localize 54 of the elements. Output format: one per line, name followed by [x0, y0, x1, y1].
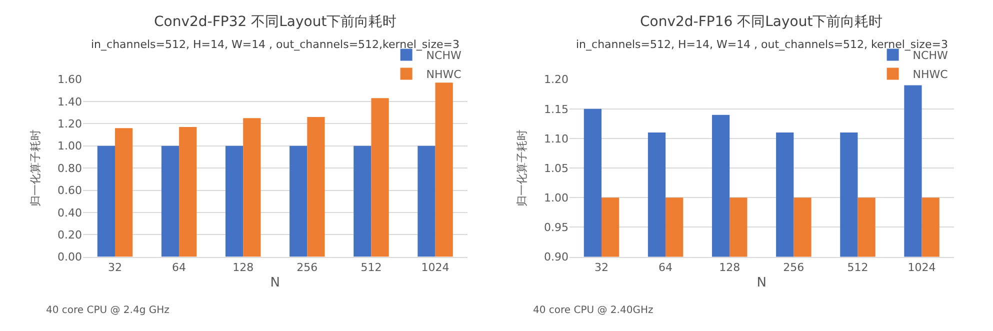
x-tick-label: 256: [783, 261, 804, 274]
x-tick-label: 512: [360, 261, 382, 274]
x-axis-title: N: [270, 276, 280, 291]
bar: [435, 82, 453, 257]
y-tick-label: 1.20: [544, 73, 568, 86]
x-tick-label: 256: [296, 261, 318, 274]
x-tick-label: 32: [108, 261, 122, 274]
x-tick-label: 1024: [421, 261, 450, 274]
legend-label: NCHW: [426, 49, 462, 62]
x-tick-label: 64: [172, 261, 186, 274]
bar: [243, 118, 261, 257]
y-tick-label: 1.15: [544, 102, 568, 116]
bar: [354, 146, 372, 257]
y-tick-label: 0.95: [544, 221, 568, 234]
chart-subtitle: in_channels=512, H=14, W=14 , out_channels=512, kernel_size=3: [576, 38, 948, 51]
y-tick-label: 1.20: [57, 118, 82, 131]
bar: [161, 146, 180, 257]
legend-label: NHWC: [912, 68, 948, 82]
y-tick-label: 1.00: [544, 191, 568, 204]
y-axis-title: 归一化算子耗时: [29, 130, 42, 207]
x-tick-label: 128: [232, 261, 254, 274]
text: 40 core CPU @ 2.40GHz: [533, 305, 654, 316]
legend-label: NHWC: [426, 68, 462, 82]
x-tick-label: 32: [594, 261, 609, 274]
y-tick-label: 0.60: [57, 184, 82, 198]
y-tick-label: 0.20: [57, 228, 82, 242]
chart-subtitle: in_channels=512, H=14, W=14 , out_channels=512,kernel_size=3: [91, 38, 460, 51]
bar: [418, 146, 436, 257]
x-axis-title: N: [756, 276, 767, 291]
y-axis-title: 归一化算子耗时: [516, 130, 529, 207]
y-tick-label: 1.05: [544, 162, 568, 175]
y-tick-label: 1.60: [57, 73, 82, 86]
bar: [290, 146, 308, 257]
bar: [179, 127, 197, 257]
y-tick-label: 0.80: [57, 162, 82, 175]
chart-title: Conv2d-FP16 不同Layout下前向耗时: [640, 14, 883, 30]
y-tick-label: 1.10: [544, 132, 568, 146]
x-tick-label: 1024: [908, 261, 936, 274]
y-tick-label: 1.00: [57, 140, 82, 153]
x-tick-label: 64: [658, 261, 673, 274]
y-tick-label: 0.90: [544, 250, 568, 264]
bar: [97, 146, 116, 257]
y-tick-label: 1.40: [57, 95, 82, 108]
bar: [115, 128, 133, 257]
bar: [307, 117, 325, 257]
chart-title: Conv2d-FP32 不同Layout下前向耗时: [154, 14, 397, 30]
bar: [225, 146, 244, 257]
x-tick-label: 128: [719, 261, 740, 274]
y-tick-label: 0.40: [57, 206, 82, 220]
y-tick-label: 0.00: [57, 250, 82, 264]
bar: [371, 98, 389, 257]
x-tick-label: 512: [847, 261, 868, 274]
legend-label: NCHW: [912, 49, 948, 62]
text: 40 core CPU @ 2.4g GHz: [46, 305, 170, 316]
